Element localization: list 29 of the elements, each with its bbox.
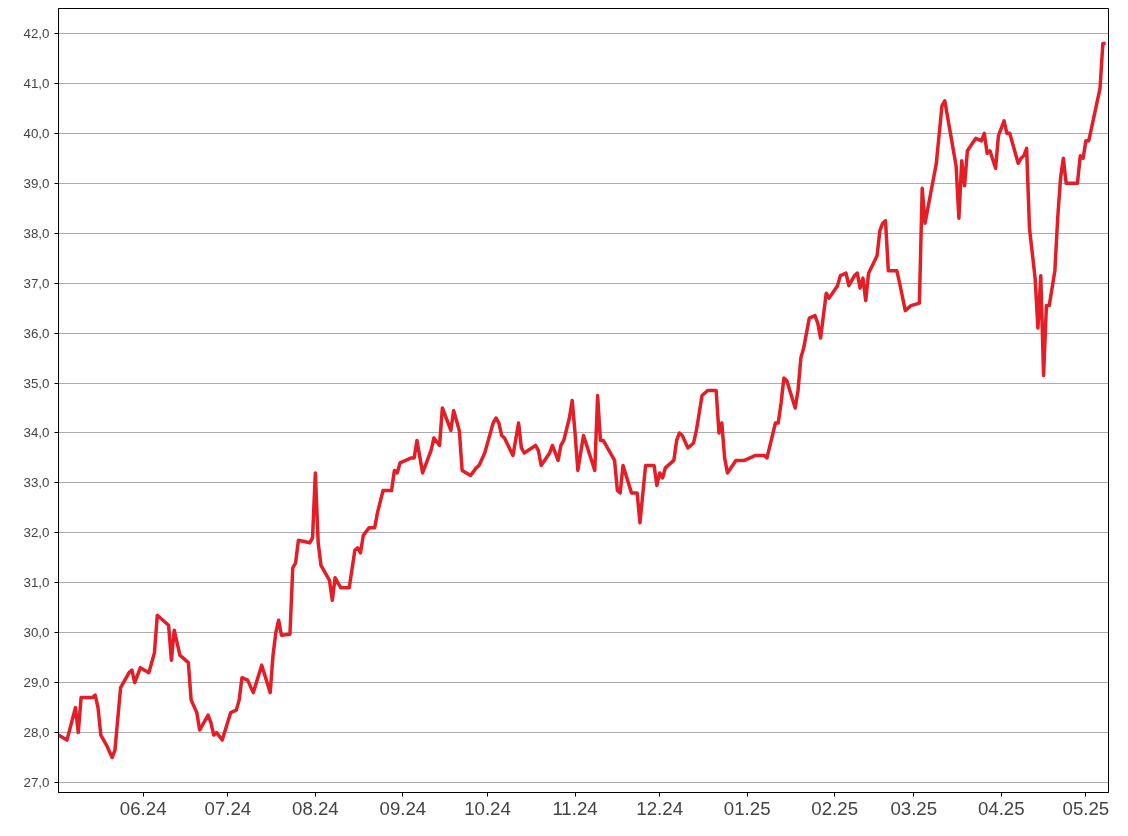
y-tick-label: 36,0 <box>23 325 50 341</box>
x-tick-label: 09.24 <box>379 797 427 819</box>
y-tick-label: 32,0 <box>23 525 50 541</box>
y-tick-label: 28,0 <box>23 725 50 741</box>
x-tick-label: 07.24 <box>204 797 252 819</box>
x-tick-label: 05.25 <box>1062 797 1110 819</box>
x-tick-label: 03.25 <box>890 797 938 819</box>
y-tick-label: 35,0 <box>23 375 50 391</box>
y-tick-label: 31,0 <box>23 575 50 591</box>
y-tick-label: 33,0 <box>23 475 50 491</box>
y-tick-label: 34,0 <box>23 425 50 441</box>
y-tick-label: 37,0 <box>23 275 50 291</box>
y-tick-label: 27,0 <box>23 775 50 791</box>
x-tick-label: 11.24 <box>552 797 598 819</box>
y-tick-label: 30,0 <box>23 625 50 641</box>
y-tick-label: 40,0 <box>23 125 50 141</box>
x-tick-label: 06.24 <box>119 797 167 819</box>
x-tick-label: 02.25 <box>811 797 859 819</box>
y-tick-label: 29,0 <box>23 675 50 691</box>
x-tick-label: 01.25 <box>723 797 771 819</box>
x-tick-label: 04.25 <box>977 797 1025 819</box>
x-tick-label: 10.24 <box>464 797 511 819</box>
y-tick-label: 41,0 <box>23 75 50 91</box>
x-tick-label: 12.24 <box>636 797 684 819</box>
x-tick-label: 08.24 <box>292 797 339 819</box>
y-tick-label: 42,0 <box>23 25 50 41</box>
y-tick-label: 38,0 <box>23 225 50 241</box>
y-tick-label: 39,0 <box>23 175 50 191</box>
line-series <box>58 41 1108 760</box>
